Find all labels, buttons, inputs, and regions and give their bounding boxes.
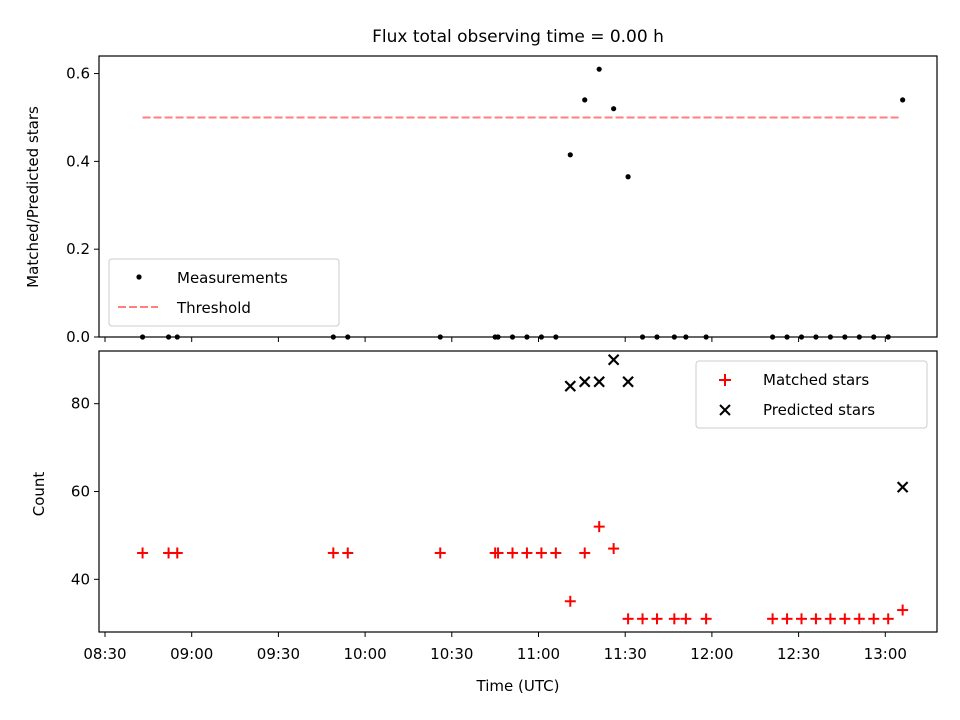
measurement-point: [596, 66, 602, 72]
x-tick-label: 12:30: [777, 645, 820, 663]
matched-star-point: [622, 613, 634, 625]
matched-star-point: [492, 547, 504, 559]
matched-star-point: [767, 613, 779, 625]
legend-matched-marker: [719, 374, 731, 386]
matched-star-point: [342, 547, 354, 559]
x-tick-label: 09:00: [170, 645, 213, 663]
matched-star-point: [137, 547, 149, 559]
matched-star-point: [506, 547, 518, 559]
predicted-star-point: [896, 481, 909, 493]
legend-threshold-label: Threshold: [176, 299, 251, 317]
matched-star-point: [897, 604, 909, 616]
measurement-point: [900, 97, 906, 103]
top-y-tick-label: 0.6: [66, 65, 90, 83]
matched-star-point: [521, 547, 533, 559]
bottom-y-tick-label: 60: [71, 483, 90, 501]
x-tick-label: 13:00: [864, 645, 907, 663]
matched-star-point: [700, 613, 712, 625]
measurement-point: [625, 174, 631, 180]
matched-star-point: [579, 547, 591, 559]
predicted-star-point: [607, 354, 620, 366]
matched-star-point: [853, 613, 865, 625]
measurement-point: [567, 152, 573, 158]
matched-star-point: [550, 547, 562, 559]
matched-star-point: [535, 547, 547, 559]
matched-star-point: [637, 613, 649, 625]
chart-title: Flux total observing time = 0.00 h: [372, 27, 664, 47]
x-tick-label: 09:30: [257, 645, 300, 663]
bottom-y-tick-label: 80: [71, 395, 90, 413]
matched-star-point: [608, 543, 620, 555]
matched-star-point: [564, 595, 576, 607]
top-y-tick-label: 0.2: [66, 240, 90, 258]
matched-star-point: [171, 547, 183, 559]
bottom-x-ticks: 08:30 09:00 09:30 10:00 10:30 11:00 11:30 12:00…: [83, 632, 907, 663]
x-axis-label: Time (UTC): [476, 677, 560, 695]
measurement-point: [611, 106, 617, 112]
matched-stars-series: [137, 521, 909, 625]
predicted-star-point: [564, 380, 577, 392]
matched-star-point: [668, 613, 680, 625]
matched-star-point: [868, 613, 880, 625]
bottom-y-axis-label: Count: [30, 472, 48, 517]
top-y-tick-label: 0.0: [66, 328, 90, 346]
matched-star-point: [651, 613, 663, 625]
top-x-ticks: [104, 337, 886, 342]
matched-star-point: [795, 613, 807, 625]
bottom-y-tick-label: 40: [71, 570, 90, 588]
top-y-tick-label: 0.4: [66, 152, 90, 170]
x-tick-label: 11:30: [604, 645, 647, 663]
predicted-star-point: [622, 375, 634, 388]
top-y-axis-label: Matched/Predicted stars: [24, 106, 42, 288]
matched-star-point: [593, 521, 605, 533]
matched-star-point: [839, 613, 851, 625]
legend-measurement-marker: [136, 274, 142, 280]
x-tick-label: 10:00: [343, 645, 386, 663]
bottom-legend: Matched stars Predicted stars: [695, 360, 928, 429]
matched-star-point: [434, 547, 446, 559]
top-panel: 0.0 0.2 0.4 0.6 Matched/Predicted stars Mea…: [24, 55, 938, 346]
measurement-point: [582, 97, 588, 103]
predicted-star-point: [593, 375, 605, 388]
matched-star-point: [680, 613, 692, 625]
legend-predicted-label: Predicted stars: [763, 401, 875, 419]
matched-star-point: [882, 613, 894, 625]
matched-star-point: [781, 613, 793, 625]
bottom-panel: 40 60 80 08:30 09:00 09:30 10:00 10:30 11:00 11:…: [30, 350, 938, 695]
legend-matched-label: Matched stars: [763, 371, 869, 389]
legend-measurements-label: Measurements: [177, 269, 288, 287]
x-tick-label: 11:00: [517, 645, 560, 663]
top-axes-frame: [98, 55, 938, 338]
x-tick-label: 08:30: [83, 645, 126, 663]
matched-star-point: [327, 547, 339, 559]
top-legend: Measurements Threshold: [108, 258, 340, 327]
matched-star-point: [810, 613, 822, 625]
x-tick-label: 12:00: [690, 645, 733, 663]
matched-star-point: [824, 613, 836, 625]
legend-predicted-marker: [719, 404, 731, 416]
bottom-y-ticks: 40 60 80: [71, 395, 99, 588]
x-tick-label: 10:30: [430, 645, 473, 663]
predicted-stars-series: [564, 354, 909, 493]
predicted-star-point: [578, 375, 591, 388]
top-y-ticks: 0.0 0.2 0.4 0.6: [66, 65, 99, 346]
